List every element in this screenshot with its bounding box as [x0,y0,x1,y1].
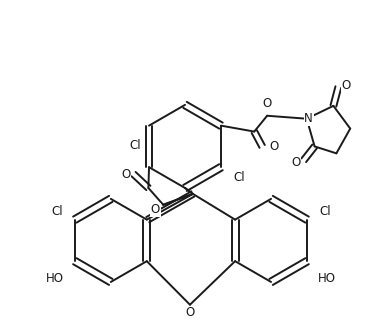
Text: O: O [269,140,279,153]
Text: O: O [291,156,301,169]
Text: Cl: Cl [233,171,245,184]
Text: O: O [341,79,351,92]
Text: N: N [304,112,313,125]
Text: HO: HO [318,273,336,285]
Text: Cl: Cl [129,139,141,152]
Text: O: O [185,306,195,319]
Text: HO: HO [46,273,64,285]
Text: O: O [151,203,160,216]
Text: Cl: Cl [319,205,331,218]
Text: O: O [263,97,272,110]
Text: O: O [121,168,130,180]
Text: Cl: Cl [51,205,63,218]
